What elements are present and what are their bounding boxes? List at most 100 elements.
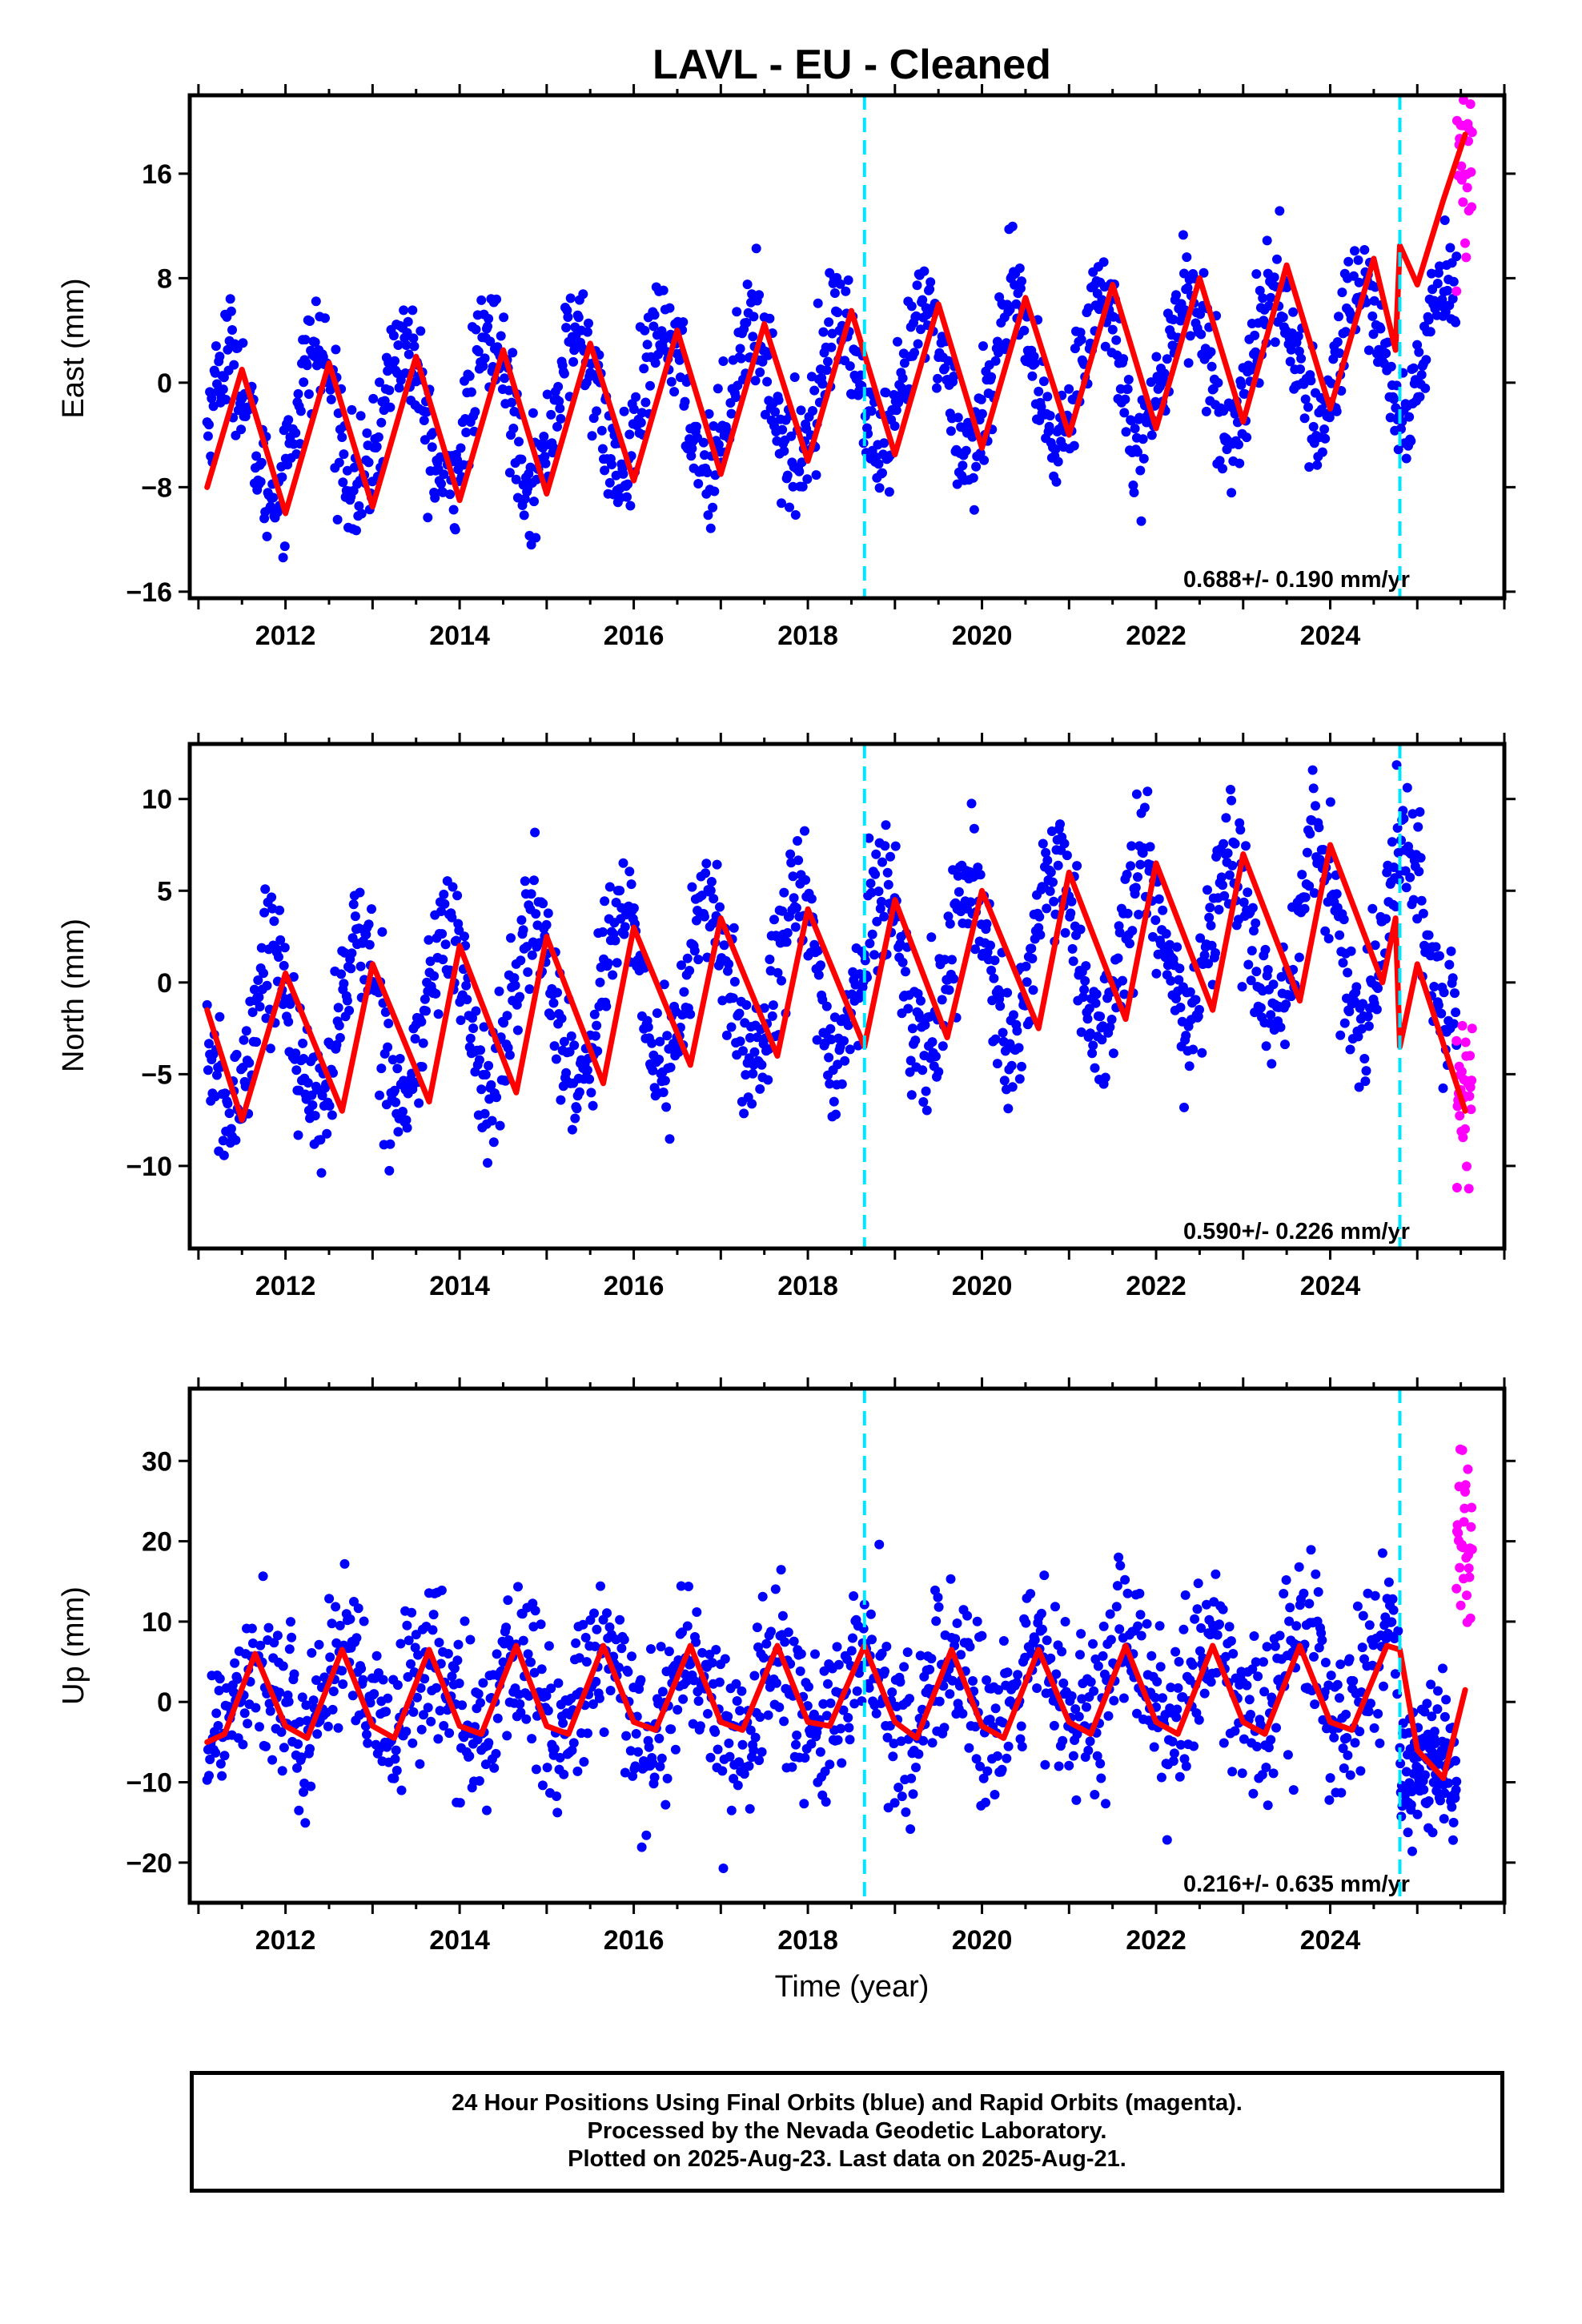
- east-final-point: [1295, 364, 1305, 374]
- east-final-point: [826, 342, 837, 352]
- north-final-point: [1053, 860, 1063, 870]
- east-rapid-point: [1462, 183, 1472, 193]
- up-final-point: [1335, 1693, 1344, 1703]
- north-final-point: [768, 1000, 778, 1011]
- north-final-point: [826, 1035, 837, 1044]
- north-final-point: [1423, 930, 1434, 940]
- up-rapid-point: [1452, 1583, 1462, 1594]
- north-final-point: [398, 1107, 408, 1116]
- north-rapid-point: [1462, 1161, 1472, 1172]
- north-final-point: [1000, 1046, 1010, 1056]
- north-final-point: [788, 871, 798, 882]
- north-final-point: [831, 1109, 841, 1120]
- up-final-point: [745, 1725, 756, 1735]
- figure-title: LAVL - EU - Cleaned: [652, 42, 1051, 88]
- north-final-point: [317, 1091, 327, 1100]
- north-final-point: [452, 891, 463, 901]
- north-final-point: [986, 940, 995, 951]
- up-final-point: [656, 1753, 667, 1763]
- east-ytick-label: 0: [157, 368, 172, 399]
- up-final-point: [581, 1657, 592, 1667]
- up-final-point: [1438, 1663, 1447, 1674]
- east-final-point: [658, 285, 669, 296]
- up-final-point: [1395, 1759, 1406, 1769]
- up-final-point: [1427, 1827, 1438, 1838]
- north-final-point: [1214, 904, 1224, 915]
- up-final-point: [1404, 1778, 1415, 1788]
- north-final-point: [204, 1039, 214, 1049]
- north-final-point: [1080, 975, 1090, 986]
- north-final-point: [615, 886, 625, 896]
- up-final-point: [1342, 1733, 1352, 1743]
- east-final-point: [642, 340, 652, 350]
- up-final-point: [1039, 1570, 1050, 1581]
- east-final-point: [1285, 356, 1295, 367]
- up-final-point: [528, 1622, 539, 1632]
- up-final-point: [818, 1699, 829, 1709]
- up-final-point: [844, 1723, 854, 1733]
- east-final-point: [874, 483, 885, 493]
- north-final-point: [335, 1032, 345, 1043]
- up-final-point: [1194, 1715, 1204, 1725]
- east-final-point: [1168, 315, 1178, 324]
- north-final-point: [348, 899, 359, 910]
- up-final-point: [1105, 1609, 1115, 1619]
- up-final-point: [1068, 1751, 1078, 1761]
- east-final-point: [656, 326, 667, 336]
- up-final-point: [927, 1738, 938, 1748]
- north-final-point: [800, 826, 809, 836]
- up-final-point: [1355, 1766, 1366, 1776]
- east-ytick-label: −8: [141, 472, 172, 503]
- north-final-point: [324, 1100, 335, 1111]
- up-final-point: [1448, 1817, 1459, 1827]
- north-final-point: [1343, 967, 1353, 978]
- north-final-point: [1125, 939, 1134, 949]
- up-final-point: [412, 1692, 422, 1703]
- north-final-point: [461, 980, 472, 991]
- east-final-point: [356, 509, 367, 519]
- up-final-point: [294, 1805, 304, 1815]
- north-final-point: [1165, 939, 1175, 950]
- north-final-point: [1237, 982, 1247, 992]
- up-final-point: [1419, 1707, 1430, 1717]
- north-final-point: [1350, 996, 1359, 1007]
- east-final-point: [1412, 340, 1423, 350]
- north-final-point: [247, 1007, 258, 1017]
- east-final-point: [919, 266, 930, 276]
- north-final-point: [1325, 797, 1335, 807]
- east-rapid-point: [1467, 127, 1477, 138]
- up-final-point: [238, 1739, 248, 1750]
- north-final-point: [1451, 1007, 1461, 1018]
- up-final-point: [732, 1696, 742, 1706]
- up-final-point: [752, 1622, 762, 1633]
- north-final-point: [873, 887, 884, 896]
- north-y-axis-label: North (mm): [57, 919, 90, 1072]
- north-final-point: [1429, 982, 1439, 991]
- up-final-point: [337, 1666, 347, 1676]
- east-final-point: [1136, 516, 1146, 526]
- up-final-point: [215, 1759, 226, 1769]
- north-final-point: [943, 911, 954, 922]
- north-final-point: [697, 891, 707, 901]
- up-y-axis-label: Up (mm): [57, 1586, 90, 1705]
- up-final-point: [1441, 1695, 1452, 1705]
- up-final-point: [804, 1682, 813, 1692]
- north-final-point: [1450, 988, 1460, 999]
- north-final-point: [224, 1108, 235, 1119]
- up-final-point: [750, 1732, 761, 1743]
- up-final-point: [1239, 1734, 1249, 1744]
- east-final-point: [845, 361, 855, 372]
- up-final-point: [662, 1773, 673, 1783]
- east-final-point: [208, 401, 219, 412]
- up-final-point: [1248, 1788, 1259, 1799]
- up-final-point: [491, 1748, 501, 1759]
- east-final-point: [1443, 285, 1452, 296]
- east-final-point: [561, 323, 572, 333]
- north-final-point: [1091, 989, 1102, 999]
- up-final-point: [1158, 1693, 1167, 1703]
- east-final-point: [376, 417, 387, 428]
- up-final-point: [1192, 1604, 1203, 1614]
- up-final-point: [401, 1727, 412, 1737]
- east-final-point: [713, 440, 724, 450]
